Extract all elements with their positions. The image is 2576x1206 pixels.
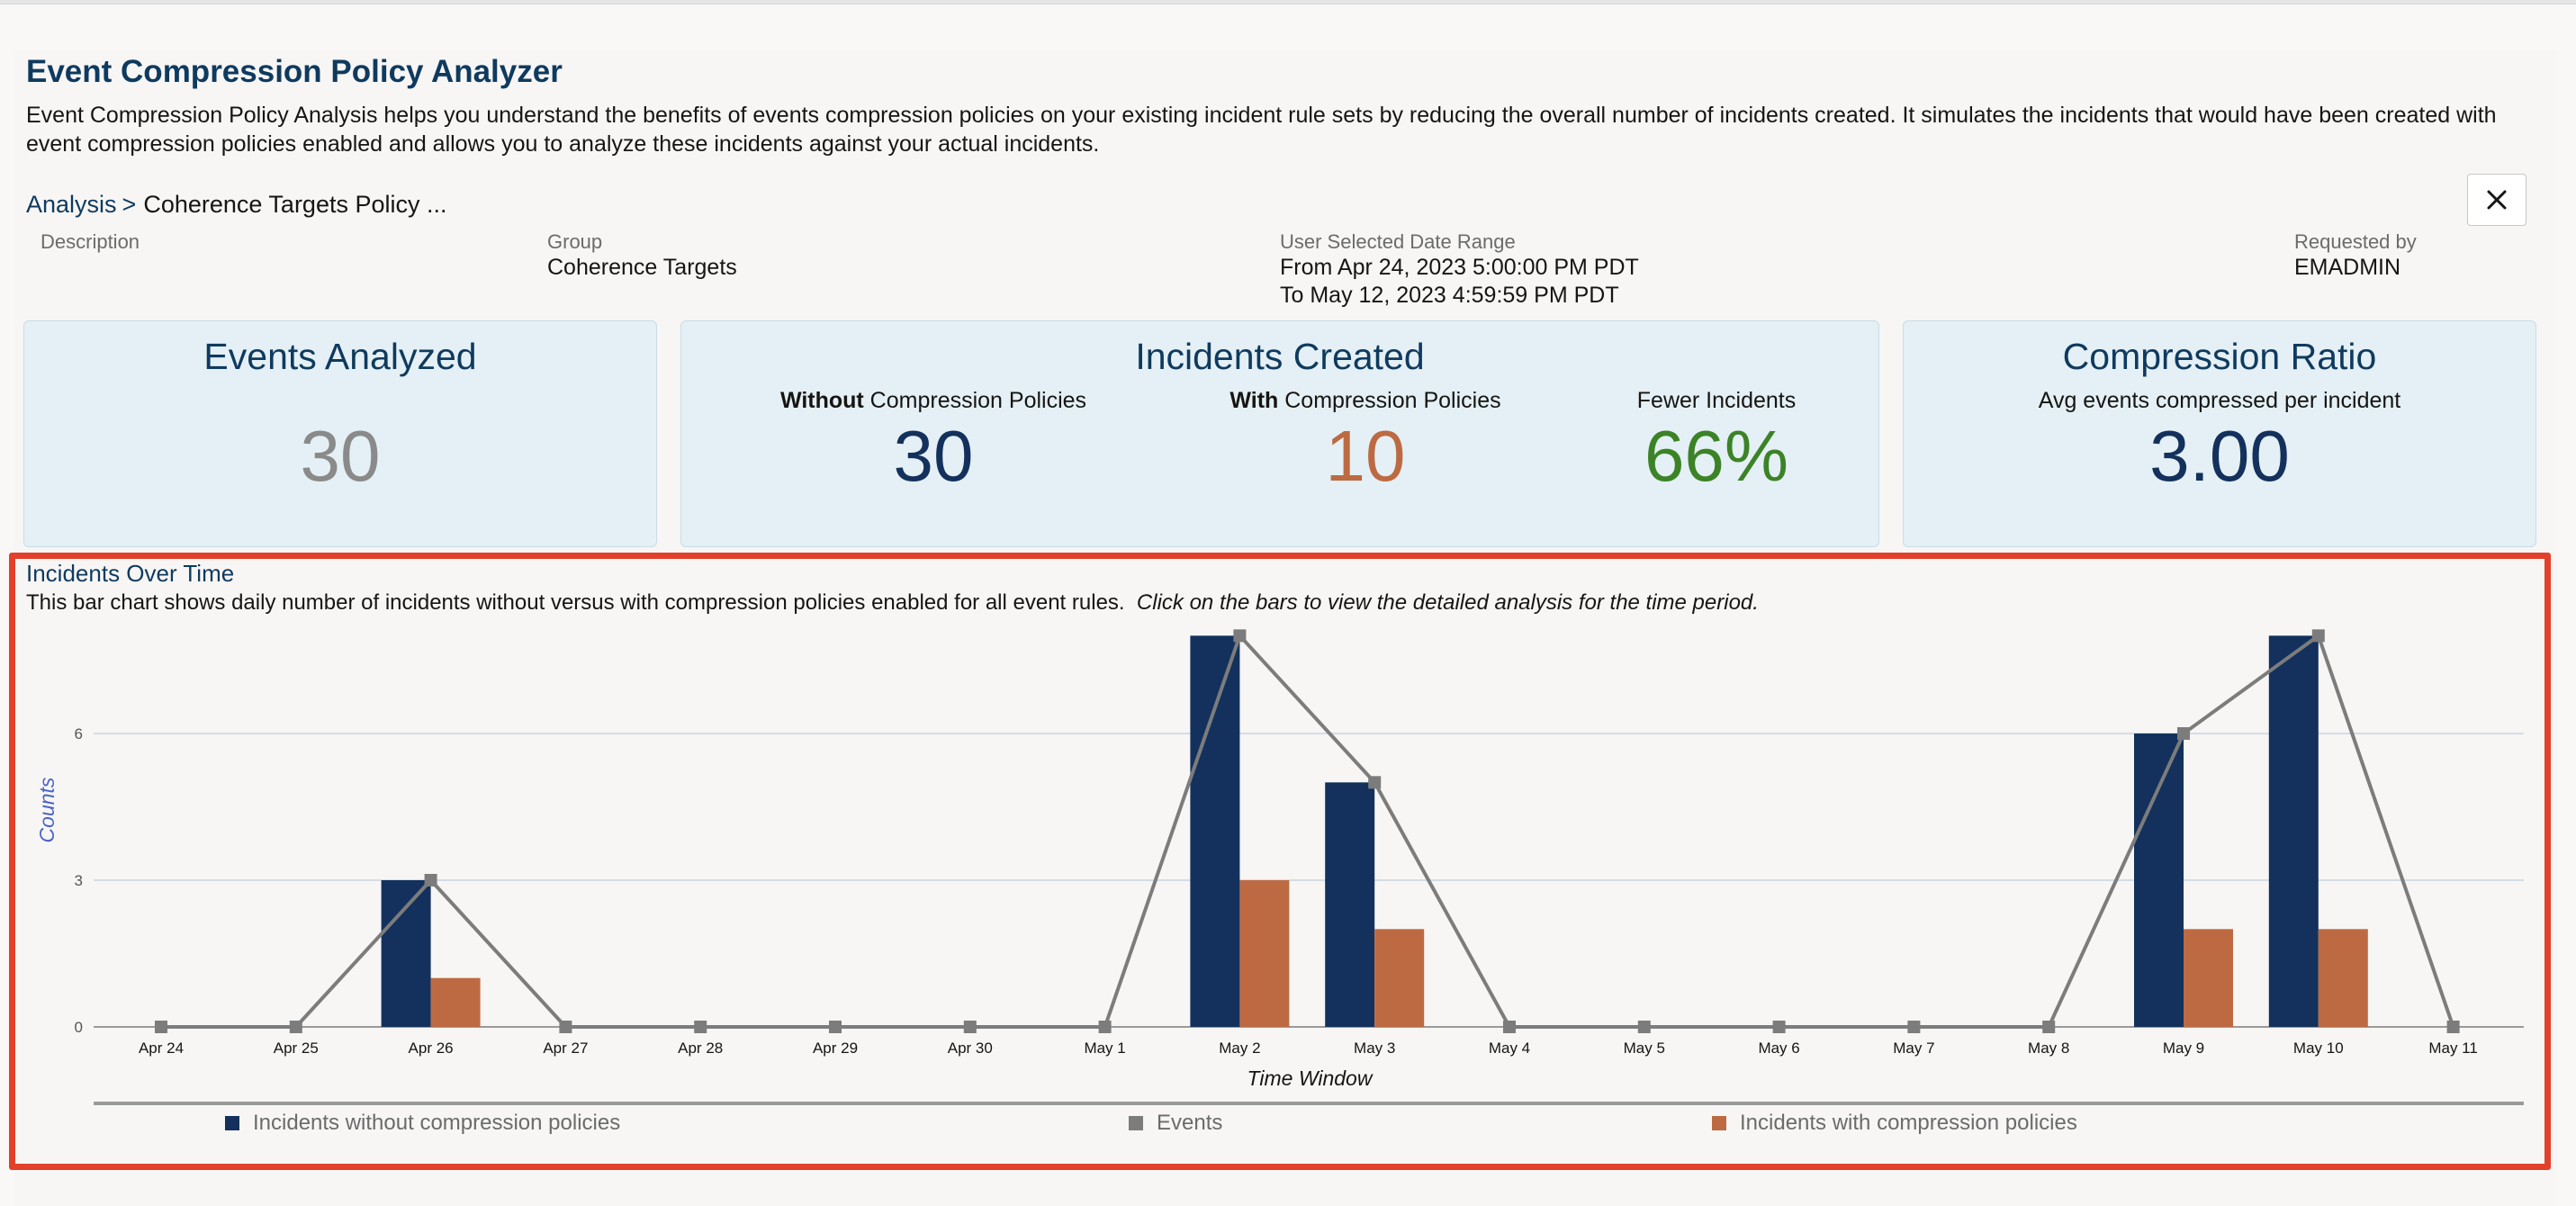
x-tick-label: May 2 [1219, 1040, 1260, 1057]
description-label: Description [41, 230, 140, 253]
bar-with-compression[interactable] [430, 977, 481, 1027]
x-tick-label: May 3 [1354, 1040, 1395, 1057]
x-tick-label: May 4 [1489, 1040, 1530, 1057]
without-compression-label: Without Compression Policies [779, 388, 1087, 413]
x-tick-label: May 9 [2163, 1040, 2204, 1057]
legend-without[interactable]: Incidents without compression policies [225, 1111, 620, 1136]
bar-without-compression[interactable] [1325, 782, 1375, 1027]
x-tick-label: May 5 [1624, 1040, 1665, 1057]
date-range-to: To May 12, 2023 4:59:59 PM PDT [1280, 283, 1619, 308]
x-tick-label: Apr 26 [409, 1040, 454, 1057]
legend-events-swatch [1129, 1116, 1143, 1130]
page-title: Event Compression Policy Analyzer [26, 54, 563, 89]
legend-events[interactable]: Events [1129, 1111, 1222, 1136]
x-tick-label: May 7 [1893, 1040, 1934, 1057]
x-tick-label: May 8 [2028, 1040, 2069, 1057]
legend-with[interactable]: Incidents with compression policies [1712, 1111, 2077, 1136]
date-range-from: From Apr 24, 2023 5:00:00 PM PDT [1280, 255, 1639, 280]
bar-without-compression[interactable] [1190, 635, 1240, 1027]
x-axis-label: Time Window [1247, 1066, 1374, 1090]
events-point[interactable] [289, 1021, 302, 1033]
compression-ratio-card: Compression Ratio Avg events compressed … [1903, 320, 2536, 547]
incidents-created-title: Incidents Created [1135, 336, 1425, 377]
bar-without-compression[interactable] [2268, 635, 2319, 1027]
x-tick-label: Apr 30 [948, 1040, 993, 1057]
legend-without-swatch [225, 1116, 239, 1130]
events-point[interactable] [2446, 1021, 2460, 1033]
bar-with-compression[interactable] [1374, 929, 1425, 1027]
date-range-label: User Selected Date Range [1280, 230, 1516, 253]
group-value: Coherence Targets [547, 255, 737, 280]
chart-highlight-frame [9, 553, 2551, 1170]
x-tick-label: May 11 [2428, 1040, 2478, 1057]
events-point[interactable] [2311, 629, 2325, 643]
bar-with-compression[interactable] [2184, 929, 2233, 1027]
x-tick-label: Apr 25 [274, 1040, 319, 1057]
incidents-created-card: Incidents Created Without Compression Po… [680, 320, 1879, 547]
events-point[interactable] [1772, 1021, 1786, 1033]
events-point[interactable] [1503, 1021, 1516, 1033]
x-tick-label: Apr 24 [139, 1040, 184, 1057]
events-point[interactable] [2177, 727, 2190, 740]
close-button[interactable] [2467, 174, 2526, 226]
y-axis-label: Counts [35, 777, 59, 842]
compression-ratio-title: Compression Ratio [2062, 336, 2377, 377]
events-point[interactable] [1637, 1021, 1651, 1033]
without-compression-value: 30 [893, 416, 974, 496]
legend-with-swatch [1712, 1116, 1726, 1130]
x-tick-label: May 1 [1084, 1040, 1125, 1057]
x-tick-label: Apr 29 [813, 1040, 858, 1057]
chart-title: Incidents Over Time [26, 560, 235, 587]
x-tick-label: May 6 [1758, 1040, 1799, 1057]
close-icon [2487, 190, 2507, 210]
events-point[interactable] [1233, 629, 1247, 643]
compression-ratio-value: 3.00 [2149, 416, 2290, 496]
y-tick-label: 0 [75, 1019, 83, 1036]
bar-without-compression[interactable] [2134, 734, 2184, 1027]
events-point[interactable] [155, 1021, 167, 1033]
breadcrumb-separator: > [122, 191, 137, 218]
events-point[interactable] [963, 1021, 977, 1033]
breadcrumb: Analysis > Coherence Targets Policy ... [26, 191, 447, 219]
x-tick-label: May 10 [2293, 1040, 2344, 1057]
y-tick-label: 6 [75, 725, 83, 742]
y-tick-label: 3 [75, 872, 83, 889]
requested-by-value: EMADMIN [2294, 255, 2401, 280]
breadcrumb-current: Coherence Targets Policy ... [143, 191, 447, 218]
events-analyzed-title: Events Analyzed [203, 336, 477, 377]
events-analyzed-card: Events Analyzed 30 [23, 320, 657, 547]
events-point[interactable] [559, 1021, 572, 1033]
events-point[interactable] [829, 1021, 842, 1033]
events-point[interactable] [1368, 776, 1382, 789]
page-description: Event Compression Policy Analysis helps … [26, 103, 2497, 157]
x-tick-label: Apr 28 [678, 1040, 723, 1057]
group-label: Group [547, 230, 603, 253]
events-point[interactable] [1098, 1021, 1112, 1033]
chart-hint: Click on the bars to view the detailed a… [1136, 590, 1759, 615]
events-analyzed-value: 30 [300, 416, 381, 496]
compression-ratio-subtitle: Avg events compressed per incident [2038, 388, 2401, 413]
fewer-incidents-value: 66% [1644, 416, 1789, 496]
breadcrumb-analysis-link[interactable]: Analysis [26, 191, 117, 218]
bar-without-compression[interactable] [381, 880, 431, 1027]
x-tick-label: Apr 27 [543, 1040, 588, 1057]
events-line [161, 632, 2455, 1029]
events-point[interactable] [2042, 1021, 2056, 1033]
events-point[interactable] [694, 1021, 707, 1033]
requested-by-label: Requested by [2294, 230, 2417, 253]
fewer-incidents-label: Fewer Incidents [1636, 388, 1797, 413]
top-bar [0, 0, 2576, 4]
events-point[interactable] [1907, 1021, 1921, 1033]
with-compression-label: With Compression Policies [1229, 388, 1501, 413]
events-point[interactable] [424, 874, 437, 886]
bar-with-compression[interactable] [1239, 880, 1290, 1027]
chart-description: This bar chart shows daily number of inc… [26, 590, 1759, 615]
bar-with-compression[interactable] [2318, 929, 2368, 1027]
with-compression-value: 10 [1325, 416, 1406, 496]
